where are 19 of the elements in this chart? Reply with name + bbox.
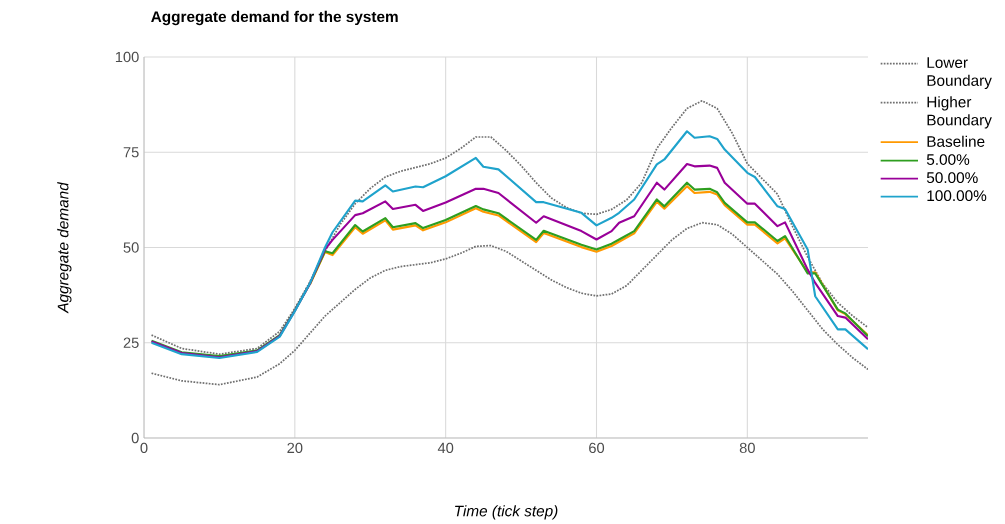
chart-title: Aggregate demand for the system: [151, 10, 398, 26]
y-axis-title: Aggregate demand: [57, 181, 72, 314]
y-tick-label: 100: [115, 51, 139, 63]
legend-label: 100.00%: [927, 190, 987, 202]
y-tick-label: 75: [123, 147, 139, 158]
x-tick-label: 20: [287, 442, 303, 454]
x-axis-title: Time (tick step): [455, 505, 558, 520]
legend-label: 50.00%: [926, 172, 978, 184]
legend-label: Baseline: [927, 135, 985, 147]
x-tick-label: 40: [437, 442, 454, 454]
y-tick-label: 0: [131, 432, 139, 444]
y-tick-label: 50: [123, 242, 139, 253]
x-tick-label: 80: [739, 442, 755, 454]
legend-label: 5.00%: [926, 154, 970, 165]
legend-label: Higher Boundary: [927, 96, 992, 129]
y-tick-label: 25: [123, 337, 139, 348]
x-tick-label: 60: [589, 442, 605, 454]
x-tick-label: 0: [140, 442, 148, 454]
legend-label: Lower Boundary: [927, 57, 992, 89]
